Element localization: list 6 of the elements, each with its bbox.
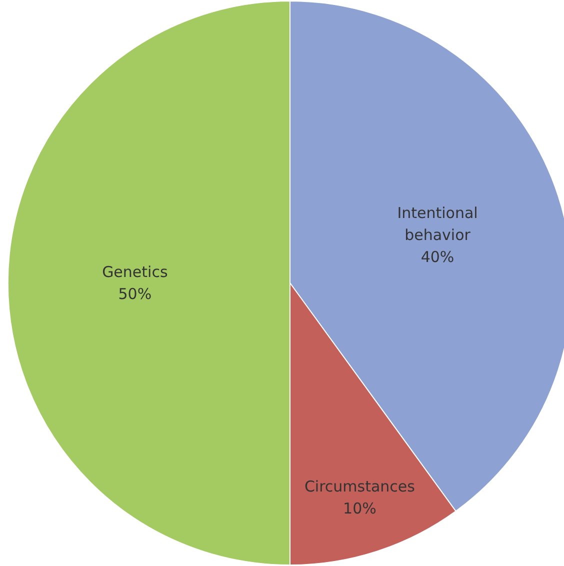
data-label: 10% (343, 500, 376, 518)
data-label: 50% (118, 285, 152, 303)
slice-label: Circumstances (304, 478, 416, 496)
slice-label: Genetics (102, 263, 168, 281)
data-label: 40% (420, 248, 454, 266)
slice-label: Intentional behavior (397, 204, 478, 244)
